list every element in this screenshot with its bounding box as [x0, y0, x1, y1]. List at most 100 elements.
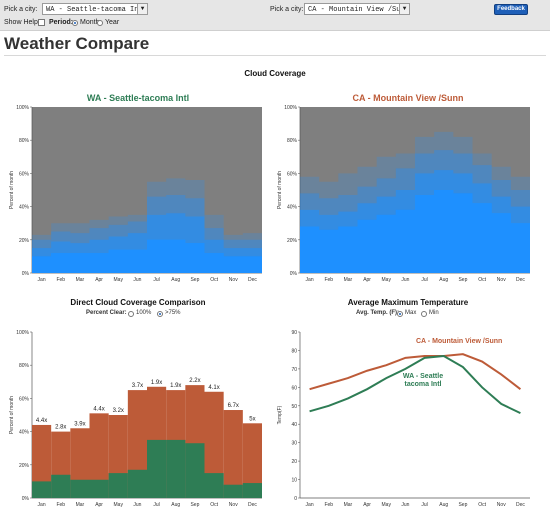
- percent-clear-label: Percent Clear:: [86, 310, 127, 316]
- y-tick-label: 20: [291, 459, 297, 465]
- x-tick-label: Jun: [133, 502, 141, 508]
- period-year-label: Year: [105, 19, 120, 26]
- y-tick-label: 100%: [284, 105, 297, 111]
- period-month-radio[interactable]: [72, 20, 78, 26]
- bar-series-1: [204, 473, 224, 498]
- x-tick-label: Dec: [248, 502, 257, 508]
- chevron-down-icon[interactable]: ▼: [137, 4, 147, 14]
- series-label-seattle-2: tacoma Intl: [405, 381, 442, 388]
- y-tick-label: 90: [291, 330, 297, 336]
- ratio-label: 5x: [249, 416, 255, 422]
- x-tick-label: Mar: [344, 277, 353, 283]
- ratio-label: 3.2x: [113, 408, 124, 414]
- x-tick-label: Nov: [497, 277, 506, 283]
- bar-series-1: [223, 484, 243, 498]
- line-series-1: [309, 354, 521, 415]
- y-tick-label: 80%: [287, 138, 298, 144]
- series-label-mountain-view: CA - Mountain View /Sunn: [416, 338, 502, 345]
- y-tick-label: 40%: [19, 430, 30, 436]
- city-select-2[interactable]: CA - Mountain View /Sunn ▼: [304, 3, 410, 15]
- bar-series-0: [204, 391, 224, 498]
- x-tick-label: Jul: [153, 277, 159, 283]
- x-tick-label: May: [382, 502, 392, 508]
- x-tick-label: Jul: [421, 502, 427, 508]
- x-tick-label: Feb: [56, 502, 65, 508]
- x-tick-label: May: [114, 277, 124, 283]
- x-tick-label: Apr: [95, 502, 103, 508]
- x-tick-label: Mar: [76, 277, 85, 283]
- ratio-label: 6.7x: [228, 403, 239, 409]
- x-tick-label: Nov: [229, 277, 238, 283]
- cloud-layer-base: [300, 190, 530, 273]
- x-tick-label: Aug: [439, 277, 448, 283]
- section-title: Cloud Coverage: [244, 69, 306, 78]
- x-tick-label: Apr: [363, 502, 371, 508]
- city-select-1-value: WA - Seattle-tacoma Intl: [46, 6, 147, 14]
- y-tick-label: 30: [291, 441, 297, 447]
- y-axis-label: Percent of month: [9, 396, 15, 434]
- y-tick-label: 0%: [22, 496, 30, 502]
- x-tick-label: Aug: [171, 277, 180, 283]
- show-help-checkbox[interactable]: [38, 19, 45, 26]
- x-tick-label: Oct: [210, 277, 218, 283]
- x-tick-label: Oct: [478, 502, 486, 508]
- x-tick-label: May: [114, 502, 124, 508]
- feedback-button[interactable]: Feedback: [494, 4, 528, 15]
- divider: [4, 55, 546, 56]
- x-tick-label: Jan: [38, 502, 46, 508]
- y-tick-label: 60%: [287, 171, 298, 177]
- y-tick-label: 20%: [19, 463, 30, 469]
- city-select-1[interactable]: WA - Seattle-tacoma Intl ▼: [42, 3, 148, 15]
- x-tick-label: Jun: [401, 502, 409, 508]
- y-tick-label: 20%: [19, 238, 30, 244]
- comparison-bar-chart: 0% 20% 40% 60% 80% 100% Percent of month Jan Feb…: [9, 330, 262, 508]
- x-tick-label: Nov: [229, 502, 238, 508]
- bar-series-1: [51, 474, 71, 498]
- cloud-layer-base: [32, 239, 262, 273]
- x-tick-label: Apr: [363, 277, 371, 283]
- bar-series-1: [108, 473, 128, 498]
- x-tick-label: Feb: [56, 277, 65, 283]
- x-tick-label: Oct: [478, 277, 486, 283]
- bar-series-1: [147, 439, 167, 498]
- period-year-radio[interactable]: [97, 20, 103, 26]
- series-label-seattle-1: WA - Seattle: [403, 373, 443, 380]
- y-tick-label: 0%: [22, 271, 30, 277]
- x-tick-label: Jan: [306, 502, 314, 508]
- bar-series-1: [32, 481, 52, 498]
- percent-clear-75-radio[interactable]: [157, 311, 163, 317]
- ratio-label: 3.9x: [74, 421, 85, 427]
- temperature-chart-title: Average Maximum Temperature: [347, 298, 469, 307]
- seattle-cloud-chart: 0% 20% 40% 60% 80% 100% Percent of month Jan Feb…: [9, 105, 262, 283]
- chevron-down-icon[interactable]: ▼: [399, 4, 409, 14]
- ratio-label: 4.4x: [93, 406, 104, 412]
- x-tick-label: Feb: [324, 502, 333, 508]
- y-axis-label: Percent of month: [277, 171, 283, 209]
- percent-clear-75-label: >75%: [165, 310, 181, 316]
- percent-clear-100-radio[interactable]: [128, 311, 134, 317]
- x-tick-label: Apr: [95, 277, 103, 283]
- x-tick-label: Nov: [497, 502, 506, 508]
- bar-series-0: [89, 413, 109, 498]
- top-toolbar: Pick a city: WA - Seattle-tacoma Intl ▼ …: [0, 0, 550, 31]
- city-picker-label-2: Pick a city:: [270, 6, 304, 13]
- x-tick-label: Feb: [324, 277, 333, 283]
- y-tick-label: 80: [291, 348, 297, 354]
- city-picker-label-1: Pick a city:: [4, 6, 38, 13]
- x-tick-label: May: [382, 277, 392, 283]
- y-axis-label: Temp(F): [277, 405, 283, 424]
- period-label: Period:: [49, 19, 74, 26]
- avg-temp-min-radio[interactable]: [421, 311, 427, 317]
- x-tick-label: Jan: [38, 277, 46, 283]
- mountain-view-chart-title: CA - Mountain View /Sunn: [352, 93, 464, 103]
- avg-temp-max-radio[interactable]: [397, 311, 403, 317]
- x-tick-label: Jul: [421, 277, 427, 283]
- ratio-label: 4.4x: [36, 418, 47, 424]
- y-tick-label: 60%: [19, 396, 30, 402]
- line-series-0: [309, 353, 522, 391]
- y-axis-label: Percent of month: [9, 171, 15, 209]
- x-tick-label: Oct: [210, 502, 218, 508]
- x-tick-label: Sep: [458, 502, 467, 508]
- x-tick-label: Jan: [306, 277, 314, 283]
- x-tick-label: Sep: [190, 502, 199, 508]
